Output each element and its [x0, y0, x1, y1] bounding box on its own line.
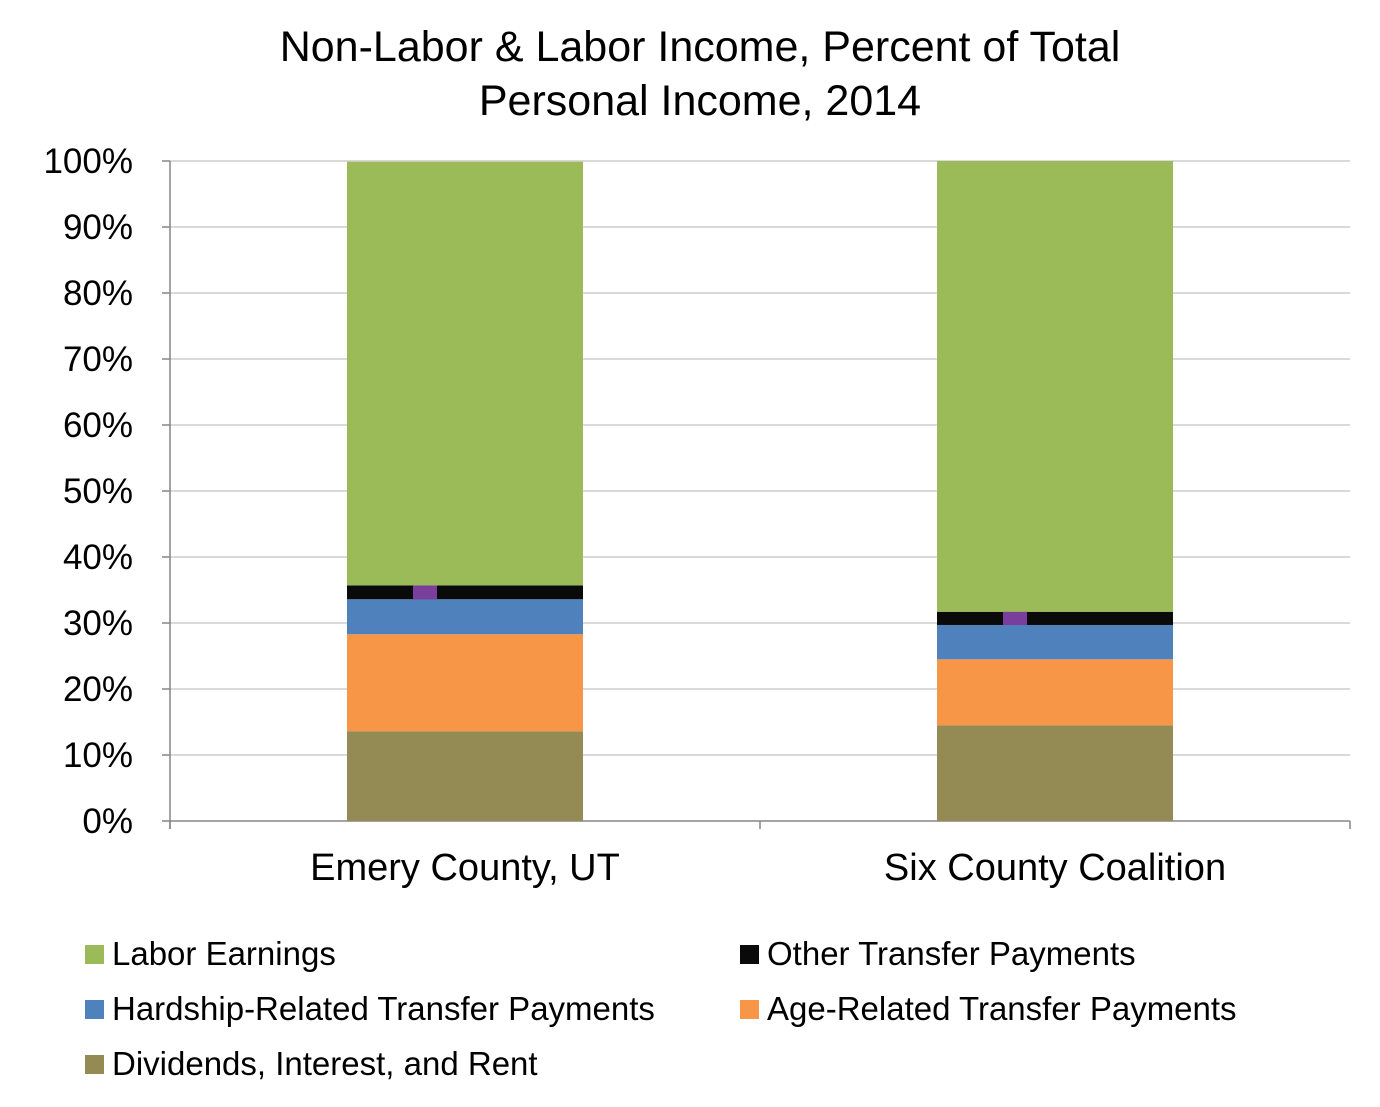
legend-swatch: [85, 944, 104, 964]
legend-item: Age-Related Transfer Payments: [740, 990, 1237, 1028]
legend-swatch: [740, 944, 759, 964]
bar-segment-dividends-interest-and-rent: [937, 725, 1173, 821]
legend-item: Labor Earnings: [85, 935, 336, 973]
bar-segment-hardship-related-transfer-payments: [937, 624, 1173, 660]
legend-swatch: [740, 999, 759, 1019]
x-tick-label: Six County Coalition: [884, 847, 1226, 889]
legend-label: Dividends, Interest, and Rent: [112, 1045, 538, 1082]
legend-item: Dividends, Interest, and Rent: [85, 1045, 538, 1083]
x-tick-label: Emery County, UT: [310, 847, 620, 889]
y-tick-label: 50%: [63, 472, 133, 511]
title-line-1: Non-Labor & Labor Income, Percent of Tot…: [279, 23, 1121, 71]
bar-segment-hardship-related-transfer-payments: [347, 599, 583, 635]
y-tick-label: 100%: [43, 142, 133, 181]
chart-title: Non-Labor & Labor Income, Percent of Tot…: [0, 20, 1380, 128]
y-tick-label: 60%: [63, 406, 133, 445]
title-line-2: Personal Income, 2014: [478, 77, 922, 125]
bar-marker: [413, 585, 437, 600]
y-tick-label: 70%: [63, 340, 133, 379]
y-tick-label: 30%: [63, 604, 133, 643]
legend-label: Labor Earnings: [112, 935, 336, 972]
y-tick-label: 40%: [63, 538, 133, 577]
legend-label: Age-Related Transfer Payments: [767, 990, 1237, 1027]
legend-swatch: [85, 1054, 104, 1074]
bar-segment-dividends-interest-and-rent: [347, 731, 583, 821]
bar-marker: [1003, 611, 1027, 625]
legend-item: Hardship-Related Transfer Payments: [85, 990, 655, 1028]
legend-label: Other Transfer Payments: [767, 935, 1136, 972]
bar-segment-other-transfer-payments: [347, 585, 583, 600]
y-tick-label: 90%: [63, 208, 133, 247]
y-tick-label: 10%: [63, 736, 133, 775]
bar-segment-other-transfer-payments: [937, 611, 1173, 625]
legend-swatch: [85, 999, 104, 1019]
bar-segment-labor-earnings: [937, 161, 1173, 612]
y-tick-label: 0%: [82, 802, 133, 841]
legend-label: Hardship-Related Transfer Payments: [112, 990, 655, 1027]
bar-segment-age-related-transfer-payments: [937, 659, 1173, 726]
y-tick-label: 80%: [63, 274, 133, 313]
bar-segment-labor-earnings: [347, 161, 583, 586]
legend-item: Other Transfer Payments: [740, 935, 1136, 973]
y-tick-label: 20%: [63, 670, 133, 709]
bar-segment-age-related-transfer-payments: [347, 634, 583, 732]
